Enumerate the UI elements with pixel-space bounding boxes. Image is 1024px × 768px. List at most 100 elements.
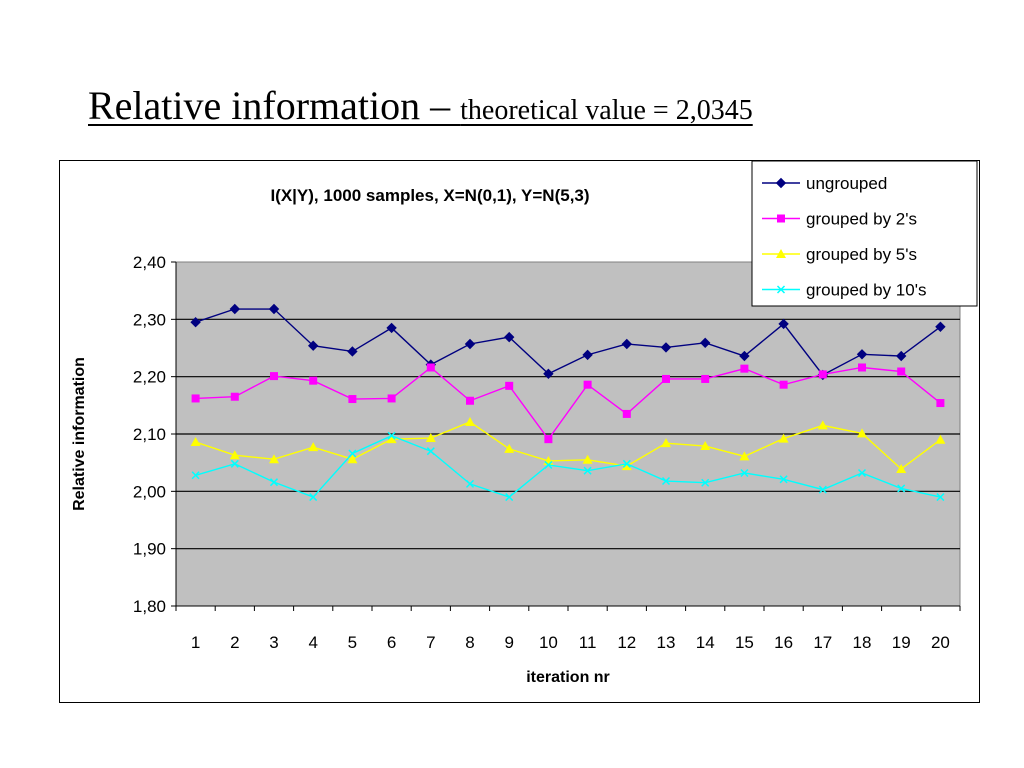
data-point	[857, 428, 867, 438]
data-point	[504, 443, 515, 453]
chart-title: I(X|Y), 1000 samples, X=N(0,1), Y=N(5,3)	[270, 186, 589, 205]
data-point	[543, 368, 554, 380]
y-tick-label: 2,20	[133, 368, 166, 387]
data-point	[583, 466, 592, 475]
data-point	[229, 303, 241, 315]
data-point	[700, 441, 711, 451]
series-line	[195, 308, 941, 376]
data-point	[740, 468, 749, 478]
data-point	[269, 478, 279, 487]
data-point	[465, 479, 475, 488]
data-point	[503, 331, 515, 343]
data-point	[858, 363, 866, 372]
x-tick-label: 5	[348, 633, 357, 652]
data-point	[347, 454, 358, 464]
legend-marker	[777, 214, 785, 223]
slide-title: Relative information – theoretical value…	[88, 82, 753, 129]
data-point	[386, 434, 397, 444]
x-tick-label: 6	[387, 633, 396, 652]
data-point	[268, 303, 280, 315]
x-tick-label: 7	[426, 633, 435, 652]
data-point	[661, 438, 671, 448]
data-point	[348, 395, 357, 404]
data-point	[190, 437, 201, 447]
data-point	[309, 493, 318, 502]
series-2	[191, 363, 945, 444]
x-axis-title: iteration nr	[526, 669, 610, 686]
series-group	[190, 303, 946, 502]
legend-marker	[775, 177, 787, 189]
data-point	[425, 433, 436, 443]
data-point	[660, 342, 672, 353]
data-point	[230, 392, 239, 401]
y-tick-label: 2,40	[133, 253, 166, 272]
x-tick-label: 10	[539, 633, 558, 652]
series-line	[195, 421, 941, 470]
data-point	[897, 367, 906, 376]
data-point	[857, 468, 867, 478]
y-tick-label: 2,00	[133, 482, 166, 501]
data-point	[583, 380, 592, 389]
legend-box	[751, 161, 978, 307]
data-point	[740, 364, 749, 373]
data-point	[622, 459, 631, 468]
data-point	[191, 471, 200, 480]
data-point	[544, 435, 553, 444]
x-tick-label: 1	[191, 633, 200, 652]
data-point	[622, 409, 631, 418]
data-point	[621, 338, 633, 350]
data-point	[582, 454, 593, 464]
data-point	[386, 322, 397, 334]
data-point	[661, 476, 671, 486]
y-tick-label: 1,90	[133, 540, 166, 559]
x-tick-label: 20	[931, 633, 950, 652]
series-line	[195, 434, 941, 498]
data-point	[699, 337, 711, 349]
y-axis-title: Relative information	[71, 357, 88, 511]
data-point	[662, 374, 670, 383]
data-point	[936, 399, 945, 408]
y-tick-label: 2,10	[133, 425, 166, 444]
x-tick-label: 14	[696, 633, 715, 652]
data-point	[818, 370, 827, 379]
legend-marker	[776, 249, 786, 258]
x-tick-label: 16	[774, 633, 793, 652]
data-point	[895, 350, 907, 362]
y-tick-label: 1,80	[133, 597, 166, 616]
data-point	[348, 449, 357, 458]
legend-item: grouped by 10's	[762, 281, 926, 300]
legend: ungrouped grouped by 2's grouped by 5's gro…	[751, 161, 978, 307]
x-tick-label: 17	[813, 633, 832, 652]
data-point	[309, 376, 318, 385]
data-point	[817, 420, 828, 430]
data-point	[701, 478, 710, 487]
data-point	[190, 316, 201, 328]
data-point	[936, 493, 945, 502]
data-point	[897, 484, 906, 493]
data-point	[426, 363, 435, 372]
data-point	[426, 447, 435, 456]
legend-label: grouped by 10's	[806, 281, 926, 300]
data-point	[466, 396, 474, 405]
axes: 1,801,902,002,102,202,302,401 2 3 4 5 6 7 8 9 10 1…	[133, 253, 961, 652]
x-tick-label: 18	[853, 633, 872, 652]
series-3	[190, 416, 946, 473]
legend-label: grouped by 5's	[806, 245, 917, 264]
data-point	[269, 454, 279, 464]
data-point	[935, 321, 946, 332]
series-4	[191, 431, 945, 502]
data-point	[270, 372, 278, 381]
chart-frame: 1,80 1,90 2,00 2,10 2,20 2,30 2,40 1 2 3 4 5 6 7 8 9 10 1…	[59, 160, 980, 703]
x-tick-label: 9	[504, 633, 513, 652]
data-point	[896, 463, 907, 473]
legend-marker	[776, 285, 786, 294]
data-point	[347, 346, 358, 357]
data-point	[544, 460, 553, 469]
data-point	[505, 381, 514, 390]
y-tick-label: 2,30	[133, 310, 166, 329]
x-tick-label: 15	[735, 633, 754, 652]
data-point	[778, 433, 789, 443]
data-point	[307, 340, 319, 351]
gridlines	[176, 318, 960, 550]
data-point	[621, 461, 632, 471]
